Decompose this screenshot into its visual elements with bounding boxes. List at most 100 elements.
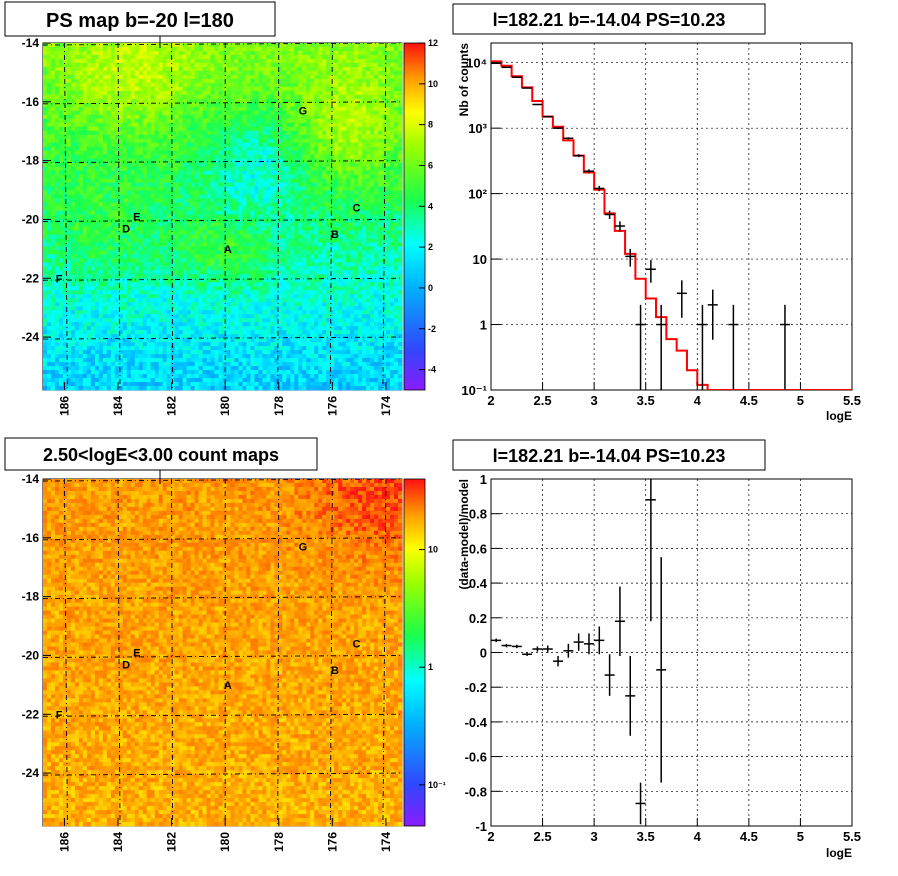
heatmap-cell-1415 [302, 102, 307, 108]
heatmap-cell-3830 [242, 210, 247, 215]
heatmap-cell-1176 [66, 94, 72, 100]
heatmap-cell-2288 [194, 142, 199, 148]
heatmap-cell-951 [246, 82, 251, 88]
heatmap-cell-3798 [114, 210, 120, 215]
heatmap-cell-3581 [326, 198, 331, 203]
heatmap-cell-3627 [150, 202, 156, 207]
heatmap-cell-4439 [158, 238, 164, 243]
heatmap-cell-3520 [82, 198, 88, 203]
heatmap-cell-4500 [43, 242, 48, 247]
heatmap-cell-2314 [298, 142, 303, 148]
heatmap-cell-4376 [266, 234, 271, 239]
heatmap-cell-1084 [58, 90, 64, 96]
heatmap-cell-1640 [122, 114, 128, 120]
heatmap-cell-2527 [70, 154, 76, 160]
heatmap-cell-1494 [258, 106, 263, 112]
heatmap-cell-1040 [242, 86, 247, 92]
heatmap-cell-370 [82, 58, 88, 64]
heatmap-cell-1650 [162, 114, 168, 120]
heatmap-cell-274 [58, 54, 64, 60]
heatmap-cell-4928 [314, 258, 319, 263]
heatmap-cell-4532 [170, 242, 175, 247]
heatmap-cell-4261 [166, 230, 171, 235]
heatmap-cell-2490 [282, 150, 287, 156]
heatmap-cell-983 [374, 82, 379, 88]
heatmap-cell-1877 [350, 122, 355, 128]
heatmap-cell-2563 [214, 154, 219, 160]
heatmap-cell-3928 [274, 214, 279, 219]
heatmap-cell-4229 [398, 226, 403, 231]
heatmap-cell-2840 [242, 166, 247, 171]
heatmap-cell-1642 [130, 114, 136, 120]
heatmap-cell-545 [62, 66, 68, 72]
heatmap-cell-2012 [170, 130, 175, 136]
heatmap-cell-110 [122, 46, 128, 52]
heatmap-cell-2302 [250, 142, 255, 148]
heatmap-cell-3218 [314, 182, 319, 187]
heatmap-cell-2836 [226, 166, 231, 171]
heatmap-cell-1676 [266, 114, 271, 120]
heatmap-cell-2459 [158, 150, 164, 156]
heatmap-cell-388 [154, 58, 160, 64]
heatmap-cell-1137 [270, 90, 275, 96]
heatmap-cell-2014 [178, 130, 183, 136]
heatmap-cell-3967 [70, 218, 76, 223]
heatmap-cell-2950 [322, 170, 327, 175]
heatmap-cell-3100 [202, 178, 207, 183]
heatmap-cell-182 [50, 50, 56, 56]
heatmap-cell-2870 [362, 166, 367, 171]
heatmap-cell-4196 [266, 226, 271, 231]
heatmap-cell-605 [302, 66, 307, 72]
heatmap-cell-4423 [94, 238, 100, 243]
heatmap-cell-4056 [66, 222, 72, 227]
heatmap-cell-4303 [334, 230, 339, 235]
heatmap-cell-2264 [98, 142, 104, 148]
heatmap-cell-905 [62, 82, 68, 88]
heatmap-cell-4394 [338, 234, 343, 239]
heatmap-cell-3634 [178, 202, 183, 207]
heatmap-cell-2407 [310, 146, 315, 152]
heatmap-cell-282 [90, 54, 96, 60]
heatmap-cell-4571 [326, 242, 331, 247]
heatmap-cell-3208 [274, 182, 279, 187]
heatmap-cell-3063 [54, 178, 60, 183]
heatmap-cell-4986 [186, 262, 191, 267]
heatmap-cell-153 [294, 46, 299, 52]
heatmap-cell-749 [158, 74, 164, 80]
heatmap-cell-392 [170, 58, 175, 64]
heatmap-cell-2847 [270, 166, 275, 171]
heatmap-cell-908 [74, 82, 80, 88]
heatmap-cell-1830 [162, 122, 168, 128]
heatmap-cell-3572 [290, 198, 295, 203]
heatmap-cell-3731 [206, 206, 211, 211]
heatmap-cell-978 [354, 82, 359, 88]
heatmap-cell-1950 [282, 126, 287, 132]
heatmap-cell-1463 [134, 106, 140, 112]
heatmap-cell-1711 [46, 118, 52, 124]
heatmap-cell-1727 [110, 118, 116, 124]
heatmap-cell-2616 [66, 158, 72, 164]
heatmap-cell-2041 [286, 130, 291, 136]
heatmap-cell-22 [130, 43, 136, 48]
heatmap-cell-4308 [354, 230, 359, 235]
heatmap-cell-1128 [234, 90, 239, 96]
heatmap-cell-591 [246, 66, 251, 72]
heatmap-cell-1367 [110, 102, 116, 108]
heatmap-cell-3433 [94, 194, 100, 199]
heatmap-cell-2470 [202, 150, 207, 156]
heatmap-cell-2267 [110, 142, 116, 148]
heatmap-cell-4420 [82, 238, 88, 243]
heatmap-cell-4640 [242, 246, 247, 251]
heatmap-cell-2323 [334, 142, 339, 148]
heatmap-cell-2500 [322, 150, 327, 156]
heatmap-cell-4031 [326, 218, 331, 223]
heatmap-cell-4582 [370, 242, 375, 247]
heatmap-cell-1320 [282, 98, 287, 104]
heatmap-cell-4758 [354, 250, 359, 255]
heatmap-cell-546 [66, 66, 72, 72]
heatmap-cell-3503 [374, 194, 379, 199]
heatmap-cell-1373 [134, 102, 140, 108]
heatmap-cell-1780 [322, 118, 327, 124]
heatmap-cell-3916 [226, 214, 231, 219]
heatmap-cell-569 [158, 66, 164, 72]
